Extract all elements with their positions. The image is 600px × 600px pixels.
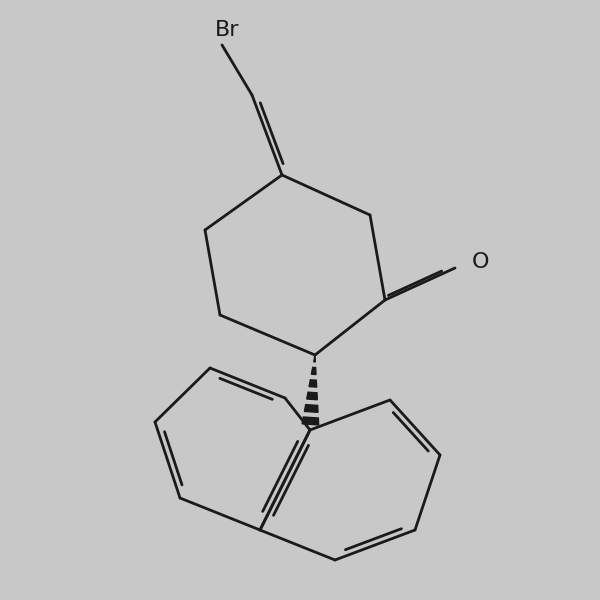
Polygon shape [311, 367, 316, 374]
Polygon shape [314, 355, 316, 362]
Polygon shape [307, 392, 317, 400]
Polygon shape [304, 404, 318, 412]
Polygon shape [302, 417, 319, 425]
Text: O: O [472, 252, 490, 272]
Polygon shape [309, 380, 317, 387]
Text: Br: Br [215, 20, 239, 40]
